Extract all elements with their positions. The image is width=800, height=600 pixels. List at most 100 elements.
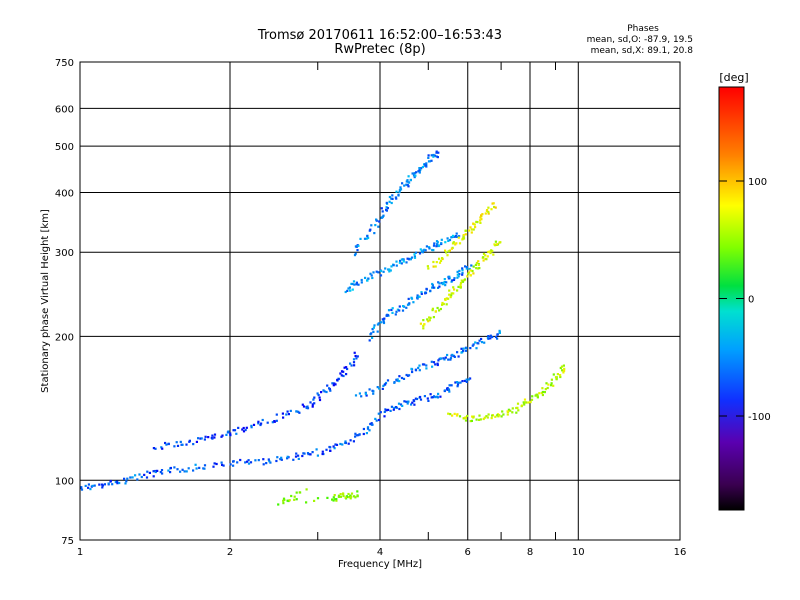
data-point: [280, 458, 283, 461]
data-point: [257, 422, 260, 425]
data-point: [332, 445, 335, 448]
data-point: [441, 301, 444, 305]
data-point: [187, 467, 190, 470]
data-point: [221, 434, 224, 437]
data-point: [161, 472, 164, 475]
data-point: [507, 408, 510, 411]
data-point: [261, 418, 264, 422]
data-point: [332, 499, 335, 502]
data-point: [384, 381, 388, 385]
data-point: [373, 232, 376, 235]
data-point: [357, 244, 360, 247]
data-point: [337, 494, 341, 497]
data-point: [426, 397, 429, 400]
data-point: [489, 251, 492, 255]
data-point: [427, 156, 430, 159]
data-point: [391, 197, 394, 200]
data-point: [433, 395, 436, 398]
data-point: [431, 309, 434, 312]
data-point: [419, 322, 422, 325]
data-point: [89, 488, 92, 491]
data-point: [380, 216, 383, 219]
data-point: [353, 351, 356, 354]
data-point: [414, 251, 418, 254]
data-point: [487, 206, 490, 209]
data-point: [203, 467, 206, 470]
data-point: [382, 384, 385, 387]
data-point: [176, 444, 180, 447]
data-point: [423, 163, 426, 166]
data-point: [420, 292, 423, 295]
data-point: [80, 488, 84, 491]
data-point: [445, 251, 448, 254]
data-point: [496, 243, 499, 246]
data-point: [345, 366, 348, 369]
data-point: [100, 483, 104, 486]
data-point: [109, 479, 112, 483]
data-point: [442, 302, 445, 306]
data-point: [444, 356, 447, 359]
data-point: [269, 461, 272, 464]
data-point: [438, 257, 441, 260]
data-point: [393, 406, 396, 409]
data-point: [487, 212, 490, 215]
data-point: [434, 396, 437, 399]
data-point: [448, 289, 451, 292]
data-point: [325, 390, 328, 394]
info-heading: Phases: [627, 24, 659, 34]
data-point: [257, 420, 260, 423]
data-point: [352, 358, 356, 361]
data-point: [402, 258, 405, 261]
data-point: [233, 429, 237, 432]
data-point: [410, 403, 413, 406]
data-point: [427, 267, 430, 270]
data-point: [396, 308, 399, 311]
data-point: [423, 395, 426, 398]
data-point: [470, 419, 473, 422]
data-point: [371, 336, 374, 339]
data-point: [482, 259, 485, 262]
data-point: [375, 219, 378, 222]
data-point: [437, 151, 440, 154]
data-point: [312, 398, 315, 401]
data-point: [415, 397, 419, 401]
data-point: [318, 398, 322, 402]
data-point: [407, 400, 410, 403]
data-point: [447, 250, 450, 253]
data-point: [554, 376, 558, 379]
data-point: [536, 395, 539, 398]
y-tick-label: 200: [55, 332, 74, 343]
data-point: [344, 290, 347, 294]
x-tick-label: 4: [377, 547, 383, 558]
data-point: [148, 471, 151, 474]
data-point: [337, 377, 340, 381]
data-point: [489, 334, 492, 337]
data-point: [467, 272, 470, 275]
data-point: [394, 313, 397, 316]
data-point: [227, 430, 230, 433]
data-point: [464, 265, 467, 268]
data-point: [456, 235, 459, 238]
data-point: [462, 349, 465, 352]
data-point: [373, 324, 376, 327]
data-point: [213, 462, 216, 465]
data-point: [486, 255, 489, 258]
data-point: [98, 483, 101, 486]
data-point: [389, 409, 392, 412]
data-point: [185, 470, 188, 473]
data-point: [236, 461, 239, 464]
data-point: [342, 494, 345, 498]
data-point: [399, 186, 402, 189]
data-point: [381, 210, 384, 213]
data-point: [385, 409, 388, 412]
data-point: [420, 250, 424, 253]
data-point: [199, 437, 202, 440]
data-point: [354, 432, 357, 435]
data-point: [358, 392, 361, 395]
data-point: [370, 274, 373, 277]
data-point: [275, 413, 278, 416]
data-point: [363, 237, 367, 240]
data-point: [456, 351, 459, 354]
data-point: [375, 270, 378, 273]
data-point: [194, 463, 197, 466]
